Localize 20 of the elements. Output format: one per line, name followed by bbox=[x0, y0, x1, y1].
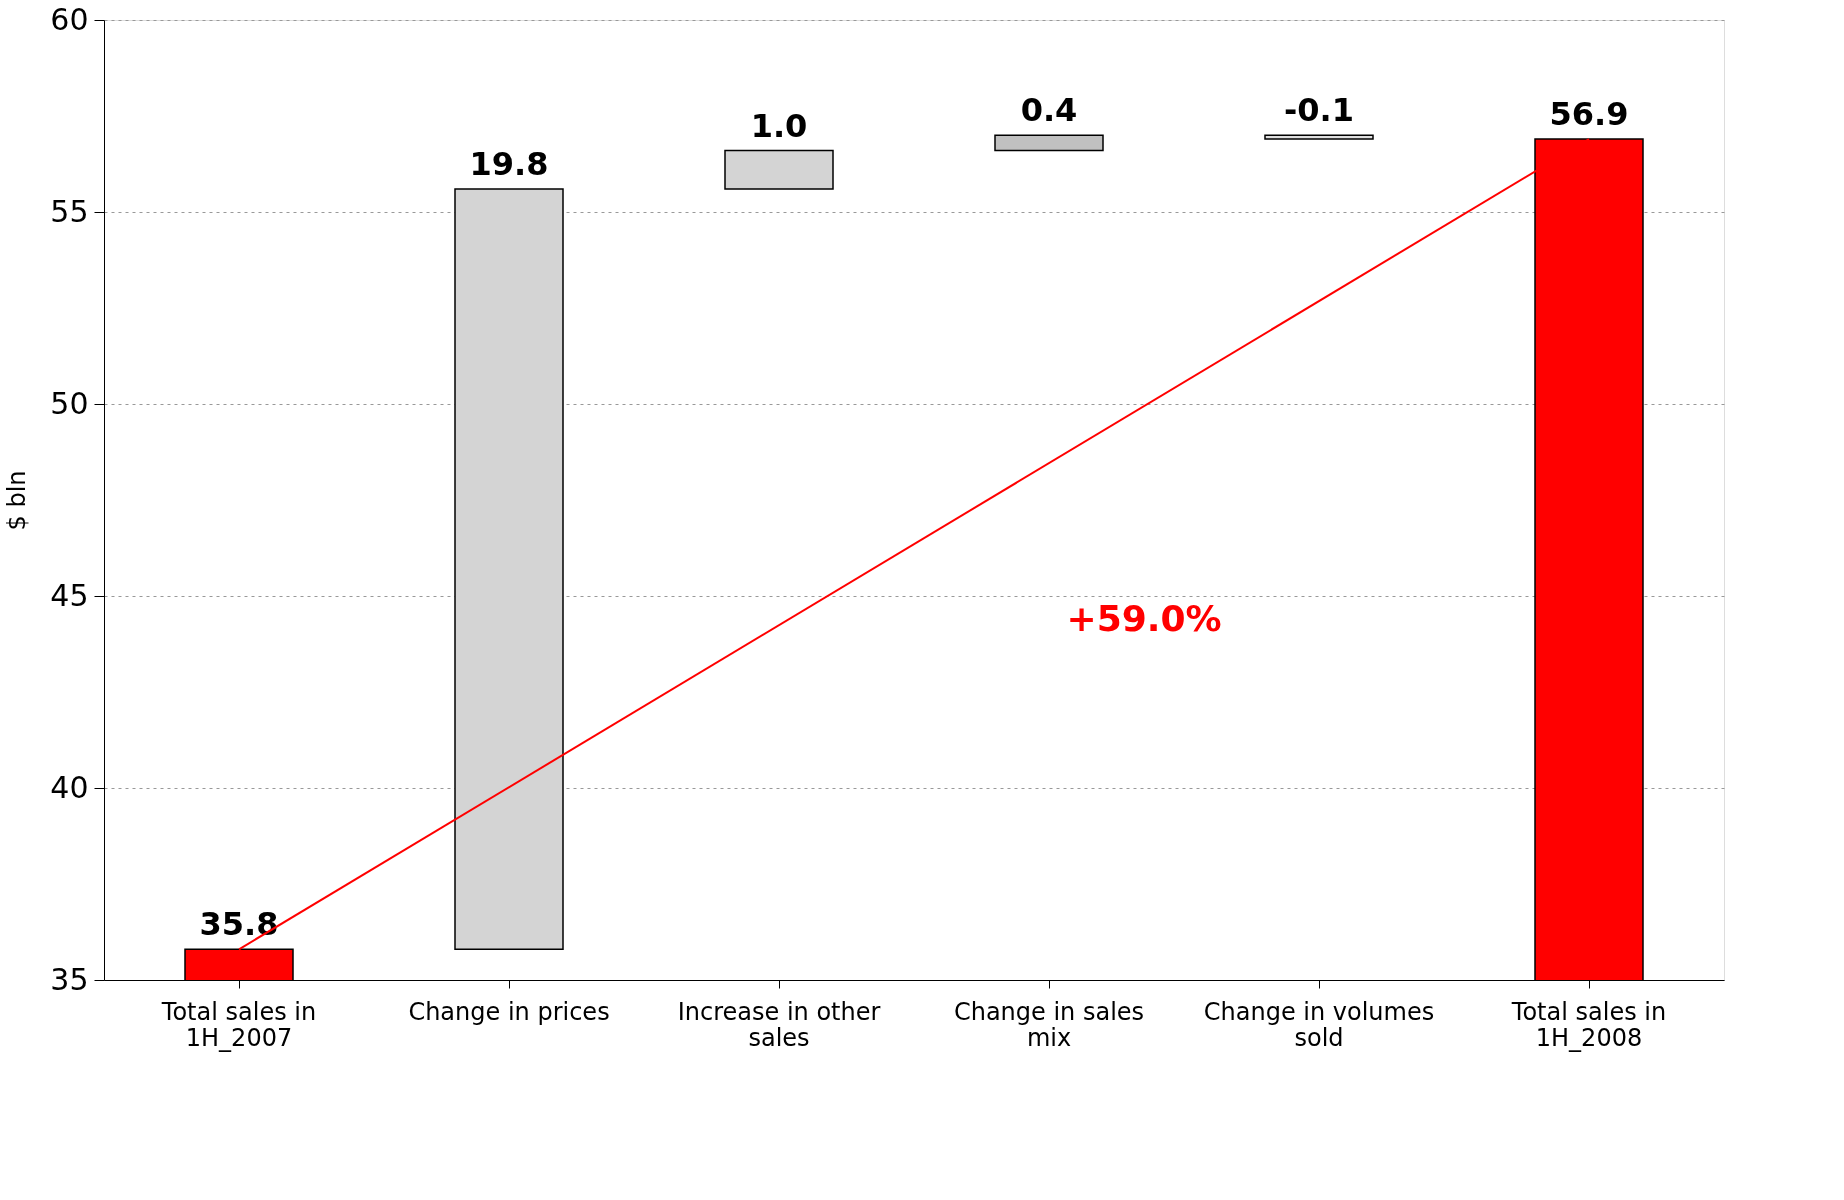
data-label: -0.1 bbox=[1284, 91, 1354, 130]
x-tick-label: Total sales in 1H_2008 bbox=[1510, 997, 1667, 1052]
y-tick-label: 40 bbox=[50, 769, 89, 805]
y-tick-label: 60 bbox=[50, 1, 89, 37]
y-tick-label: 55 bbox=[50, 193, 89, 229]
y-tick-label: 50 bbox=[50, 385, 89, 421]
x-tick-label: Change in sales mix bbox=[953, 997, 1145, 1052]
y-tick-label: 35 bbox=[50, 961, 89, 997]
x-tick-label: Total sales in 1H_2007 bbox=[160, 997, 317, 1052]
y-tick-label: 45 bbox=[50, 577, 89, 613]
data-label: 19.8 bbox=[469, 144, 549, 183]
x-tick-label: Change in volumes sold bbox=[1203, 997, 1435, 1052]
annotation: +59.0% bbox=[1066, 598, 1222, 639]
x-tick-label: Change in prices bbox=[408, 997, 610, 1026]
data-label: 1.0 bbox=[750, 106, 808, 145]
data-label: 0.4 bbox=[1020, 91, 1078, 130]
x-tick-label: Increase in other sales bbox=[677, 997, 881, 1052]
y-axis-title: $ bln bbox=[3, 470, 32, 531]
data-label: 35.8 bbox=[199, 905, 279, 944]
data-label: 56.9 bbox=[1549, 95, 1629, 134]
